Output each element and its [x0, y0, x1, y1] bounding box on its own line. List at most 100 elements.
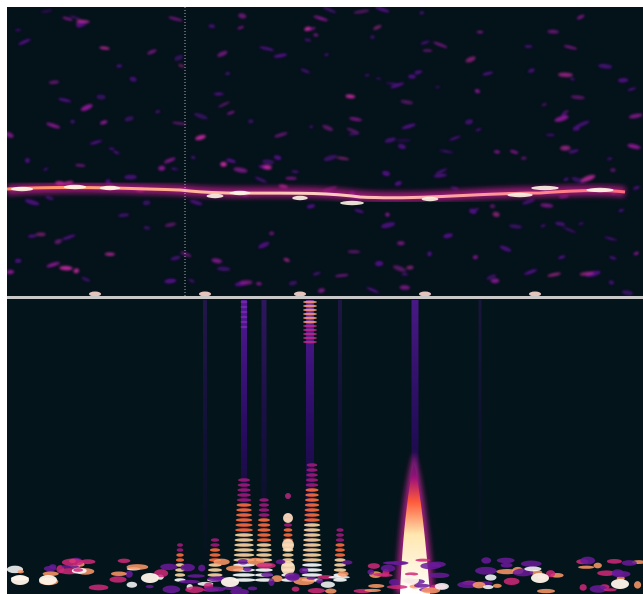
harmonic-line	[303, 300, 317, 304]
noise-speckle	[375, 77, 382, 80]
harmonic-line	[258, 513, 270, 517]
floor-speckle	[247, 586, 258, 591]
harmonic-line	[305, 488, 319, 492]
noise-speckle	[69, 15, 81, 20]
noise-speckle	[273, 53, 288, 58]
floor-hotspot	[531, 573, 549, 583]
noise-speckle	[347, 250, 361, 254]
noise-speckle	[354, 209, 365, 213]
harmonic-line	[336, 528, 344, 532]
noise-speckle	[70, 119, 75, 124]
noise-speckle	[414, 70, 421, 75]
harmonic-line	[306, 463, 318, 467]
noise-speckle	[492, 211, 500, 217]
floor-speckle	[117, 558, 131, 563]
faint-column	[261, 300, 267, 570]
pane-divider[interactable]	[7, 296, 643, 299]
harmonic-line	[334, 553, 346, 557]
harmonic-line	[234, 543, 254, 547]
harmonic-line	[258, 518, 270, 522]
noise-speckle	[226, 110, 235, 115]
noise-speckle	[213, 92, 224, 96]
edge-glint	[294, 291, 306, 297]
floor-speckle	[482, 584, 494, 590]
noise-speckle	[306, 204, 316, 209]
noise-speckle	[604, 236, 618, 241]
noise-speckle	[322, 124, 334, 131]
noise-speckle	[108, 147, 115, 150]
lower-floor-noise	[6, 556, 643, 594]
noise-speckle	[336, 156, 350, 160]
floor-speckle	[413, 583, 430, 588]
floor-speckle	[299, 567, 309, 574]
harmonic-line	[304, 518, 320, 522]
upper-frequency-band	[6, 182, 626, 206]
floor-speckle	[603, 588, 617, 592]
harmonic-line	[283, 523, 293, 527]
noise-speckle	[392, 265, 406, 272]
harmonic-line	[304, 508, 320, 512]
harmonic-line	[240, 305, 248, 309]
floor-speckle	[386, 584, 408, 589]
band-hotspot	[531, 185, 559, 191]
noise-speckle	[258, 241, 270, 249]
noise-speckle	[547, 29, 560, 34]
noise-speckle	[113, 150, 120, 155]
floor-speckle	[237, 558, 249, 565]
noise-speckle	[476, 31, 484, 34]
band-hotspot	[206, 193, 224, 199]
harmonic-line	[237, 488, 251, 492]
noise-speckle	[259, 46, 275, 51]
noise-speckle	[396, 241, 405, 246]
harmonic-line	[236, 503, 252, 507]
noise-speckle	[394, 181, 402, 186]
floor-speckle	[492, 583, 502, 588]
noise-speckle	[304, 26, 311, 31]
harmonic-line	[209, 548, 221, 552]
noise-speckle	[217, 50, 228, 57]
noise-speckle	[274, 132, 288, 138]
floor-speckle	[73, 568, 84, 572]
noise-speckle	[407, 74, 416, 79]
floor-speckle	[421, 587, 441, 594]
floor-speckle	[342, 560, 353, 565]
noise-speckle	[14, 258, 22, 264]
floor-speckle	[80, 559, 96, 565]
noise-speckle	[575, 120, 590, 128]
noise-speckle	[618, 208, 625, 213]
noise-speckle	[174, 54, 184, 61]
noise-speckle	[401, 123, 416, 130]
noise-speckle	[324, 53, 329, 57]
noise-speckle	[406, 265, 414, 270]
faint-column	[411, 300, 419, 570]
noise-speckle	[427, 251, 432, 257]
faint-column	[338, 300, 342, 570]
noise-speckle	[469, 208, 477, 214]
noise-speckle	[304, 38, 312, 42]
noise-speckle	[322, 6, 337, 14]
upper-spectrogram-pane[interactable]	[4, 5, 643, 297]
noise-speckle	[465, 56, 476, 63]
noise-speckle	[142, 200, 151, 206]
noise-speckle	[482, 71, 494, 76]
noise-speckle	[509, 150, 519, 154]
noise-speckle	[233, 167, 248, 173]
noise-speckle	[220, 161, 227, 167]
noise-speckle	[420, 40, 430, 45]
noise-speckle	[374, 6, 390, 13]
floor-speckle	[125, 570, 133, 578]
floor-speckle	[126, 581, 138, 588]
floor-hotspot	[141, 573, 159, 583]
floor-hotspot	[221, 577, 239, 587]
harmonic-line	[302, 563, 322, 567]
lower-spectrogram-pane[interactable]	[6, 299, 643, 594]
floor-speckle	[496, 569, 518, 575]
harmonic-line	[238, 478, 250, 482]
harmonic-line	[240, 320, 248, 324]
band-hotspot	[421, 196, 439, 202]
noise-speckle	[155, 109, 161, 114]
noise-speckle	[6, 269, 15, 275]
noise-speckle	[571, 176, 585, 184]
